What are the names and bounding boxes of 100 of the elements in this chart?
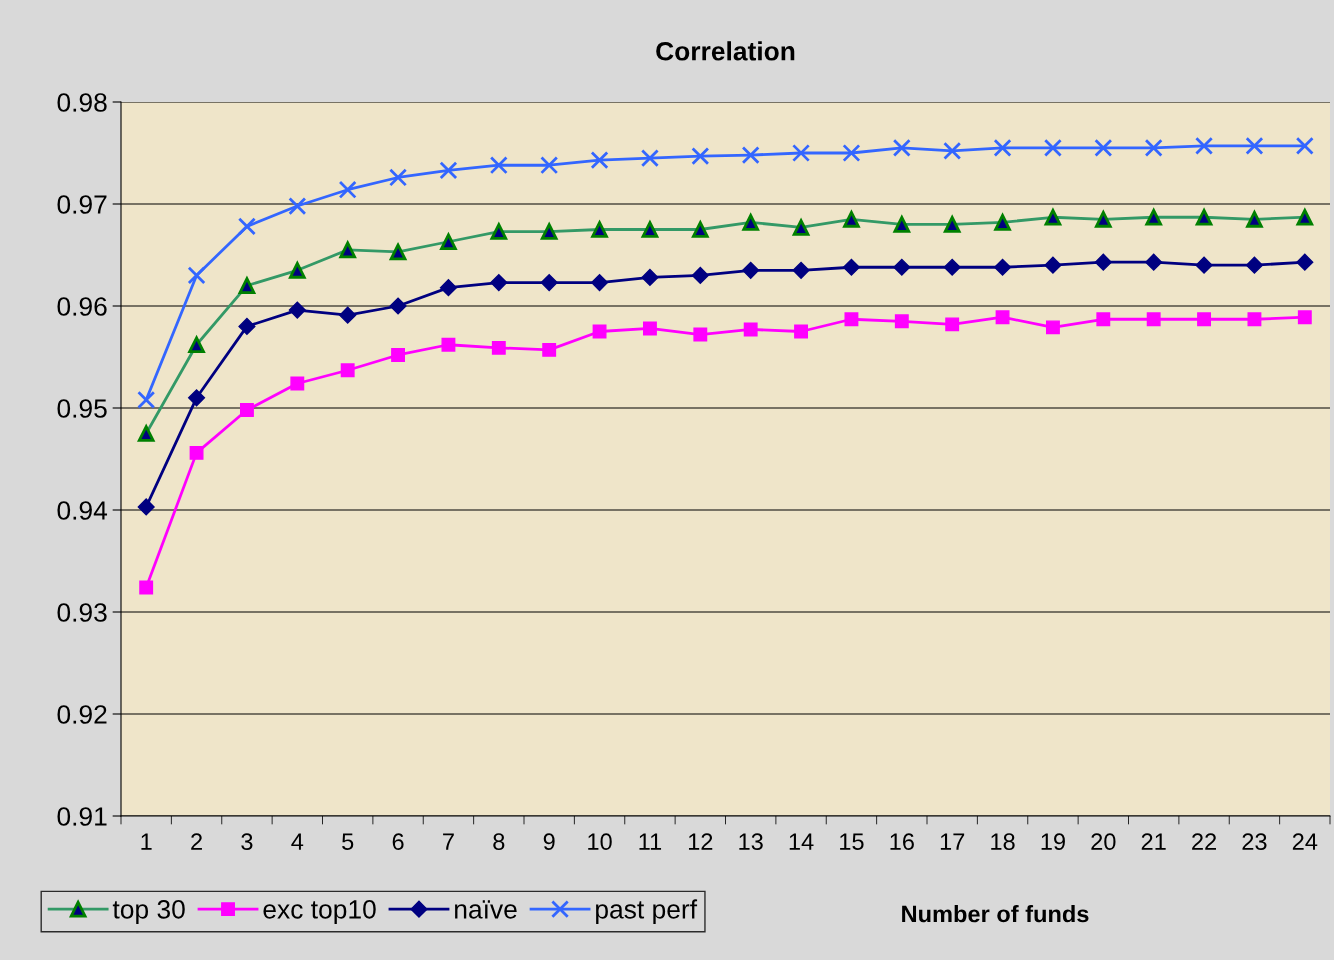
point <box>1296 253 1314 271</box>
y-tick-label: 0.92 <box>57 705 107 724</box>
point <box>489 156 508 175</box>
point <box>642 321 657 336</box>
point <box>290 376 305 391</box>
x-tick-label: 15 <box>840 833 864 851</box>
x-tick-label: 10 <box>588 833 612 851</box>
y-tick-label: 0.96 <box>57 297 107 316</box>
point <box>792 261 810 279</box>
x-tick-label: 7 <box>443 833 454 850</box>
y-tick-label: 0.95 <box>57 399 107 418</box>
point <box>389 168 408 187</box>
x-tick-label: 5 <box>342 833 354 851</box>
x-tick-label: 8 <box>493 833 505 851</box>
point <box>137 390 156 409</box>
x-tick-label: 20 <box>1091 833 1116 851</box>
x-tick-label: 1 <box>141 833 152 850</box>
point <box>842 143 861 163</box>
y-tick-label: 0.98 <box>57 93 107 112</box>
x-tick-label: 16 <box>890 833 914 851</box>
point <box>1144 138 1163 157</box>
point <box>1247 312 1262 327</box>
point <box>590 151 609 170</box>
x-tick-label: 6 <box>392 833 404 851</box>
legend-label: past perf <box>596 899 698 924</box>
point <box>844 312 859 327</box>
point <box>189 445 204 460</box>
point <box>1043 138 1062 157</box>
x-tick-label: 22 <box>1192 833 1217 850</box>
y-tick-label: 0.94 <box>57 501 108 520</box>
point <box>391 348 406 362</box>
x-tick-label: 21 <box>1141 833 1166 850</box>
point <box>893 258 911 276</box>
point <box>540 156 559 175</box>
point <box>238 317 256 335</box>
point <box>1245 136 1264 155</box>
x-tick-label: 23 <box>1242 833 1267 851</box>
point <box>945 317 960 332</box>
point <box>1195 256 1213 274</box>
x-tick-label: 3 <box>241 833 253 851</box>
x-tick-label: 9 <box>543 833 555 851</box>
chart-title: Correlation <box>656 41 795 61</box>
point <box>1096 312 1111 327</box>
point <box>792 143 811 163</box>
point <box>139 580 154 595</box>
point <box>591 273 609 292</box>
point <box>239 403 254 417</box>
y-tick-label: 0.91 <box>57 807 107 826</box>
point <box>1145 253 1163 271</box>
point <box>641 268 659 286</box>
point <box>1297 310 1312 325</box>
point <box>640 149 659 168</box>
point <box>339 306 357 324</box>
point <box>288 197 307 216</box>
point <box>693 327 708 342</box>
point <box>1197 312 1212 327</box>
y-tick-label: 0.93 <box>57 603 107 622</box>
point <box>741 146 760 165</box>
point <box>842 258 860 276</box>
point <box>943 141 962 160</box>
point <box>743 322 758 337</box>
legend-label: naïve <box>455 900 517 919</box>
x-tick-label: 12 <box>688 833 713 850</box>
point <box>389 297 407 315</box>
point <box>1044 256 1062 274</box>
point <box>542 342 557 357</box>
point <box>137 498 155 516</box>
point <box>894 314 909 329</box>
point <box>993 138 1012 157</box>
point <box>340 363 355 378</box>
point <box>491 340 506 355</box>
point <box>1295 136 1314 155</box>
point <box>691 147 710 166</box>
point <box>1045 320 1060 335</box>
x-tick-label: 24 <box>1292 833 1318 850</box>
x-tick-label: 18 <box>991 833 1015 851</box>
point <box>1245 256 1263 274</box>
x-tick-label: 19 <box>1041 833 1065 851</box>
point <box>742 261 760 279</box>
x-tick-label: 11 <box>639 833 662 850</box>
x-axis-title: Number of funds <box>902 904 1089 923</box>
point <box>237 217 256 236</box>
legend-label: exc top10 <box>263 899 376 924</box>
x-tick-label: 17 <box>940 833 965 850</box>
point <box>439 161 458 180</box>
point <box>995 310 1010 325</box>
point <box>592 324 607 339</box>
point <box>540 273 558 292</box>
point <box>1094 253 1112 271</box>
point <box>288 301 306 319</box>
x-tick-label: 4 <box>291 833 304 850</box>
x-tick-label: 13 <box>739 833 763 851</box>
point <box>892 138 911 157</box>
point <box>441 337 456 352</box>
point <box>439 279 457 297</box>
x-tick-label: 2 <box>191 833 202 850</box>
point <box>338 180 357 199</box>
point <box>943 258 961 276</box>
point <box>187 266 206 285</box>
y-tick-label: 0.97 <box>57 195 107 214</box>
